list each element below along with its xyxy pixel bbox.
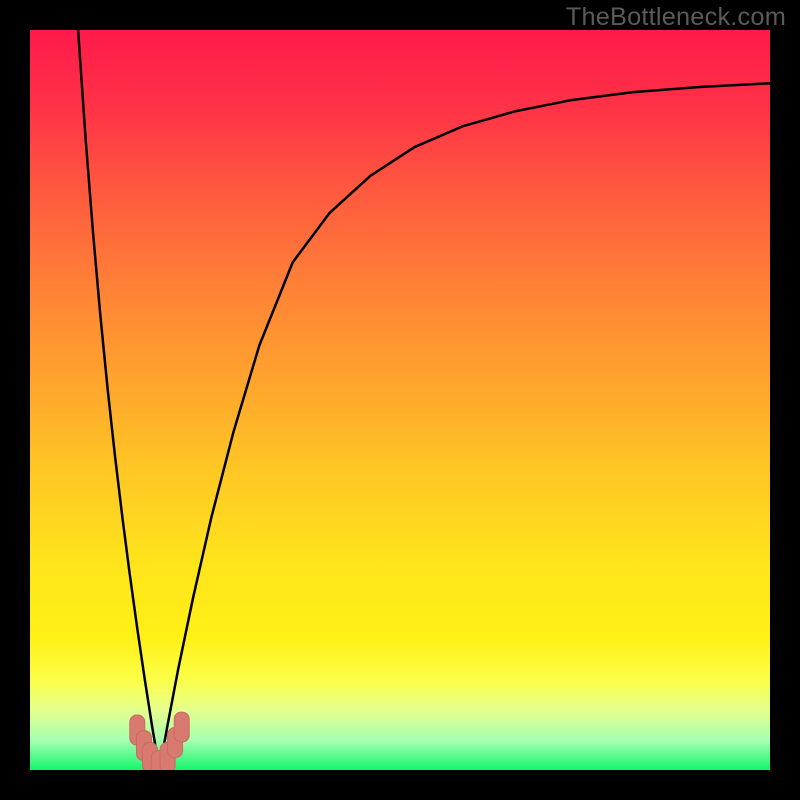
plot-area — [30, 30, 770, 770]
plot-svg — [30, 30, 770, 770]
valley-marker — [174, 712, 189, 742]
watermark-text: TheBottleneck.com — [566, 3, 786, 32]
